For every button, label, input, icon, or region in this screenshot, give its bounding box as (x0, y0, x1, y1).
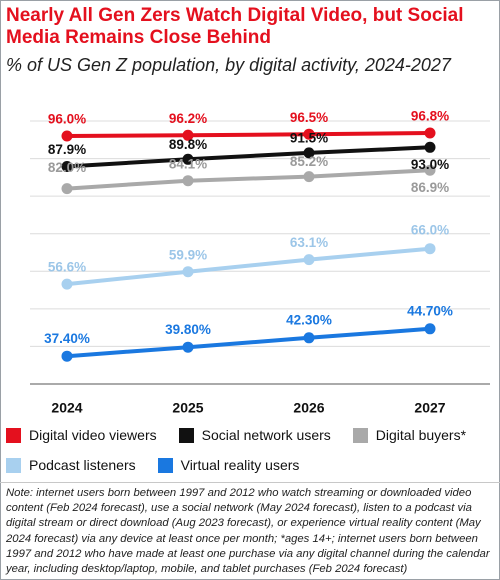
data-label-virtual-reality-users: 39.80% (165, 322, 211, 337)
legend-row-2: Podcast listeners Virtual reality users (6, 450, 496, 480)
data-point-digital-buyers (182, 175, 194, 187)
data-label-virtual-reality-users: 44.70% (407, 303, 453, 318)
legend-swatch-digital-buyers (352, 427, 368, 443)
data-point-social-network-users (424, 141, 436, 153)
data-point-virtual-reality-users (303, 332, 315, 344)
legend-swatch-social-network-users (178, 427, 194, 443)
data-label-podcast-listeners: 59.9% (169, 247, 207, 262)
data-point-podcast-listeners (424, 243, 436, 255)
data-point-virtual-reality-users (182, 341, 194, 353)
data-label-digital-video-viewers: 96.5% (290, 110, 328, 125)
data-label-podcast-listeners: 63.1% (290, 235, 328, 250)
series-lines (65, 131, 432, 359)
chart-note: Note: internet users born between 1997 a… (6, 487, 490, 576)
line-chart: 96.0% 96.2% 96.5% 96.8% 87.9% 89.8% 91.5% 93.0%… (30, 109, 490, 416)
series-line-social-network-users (65, 145, 432, 169)
data-label-podcast-listeners: 66.0% (411, 222, 449, 237)
data-label-digital-video-viewers: 96.0% (48, 112, 86, 127)
data-point-virtual-reality-users (424, 323, 436, 335)
data-point-digital-buyers (424, 164, 436, 176)
data-point-podcast-listeners (182, 266, 194, 278)
legend-swatch-virtual-reality-users (157, 457, 173, 473)
legend-label-digital-video-viewers: Digital video viewers (29, 427, 157, 443)
x-axis: 2024 2025 2026 2027 (51, 400, 445, 416)
data-label-digital-buyers: 82.0% (48, 160, 86, 175)
data-point-podcast-listeners (61, 278, 73, 290)
data-labels: 96.0% 96.2% 96.5% 96.8% 87.9% 89.8% 91.5% 93.0%… (44, 109, 453, 346)
data-label-virtual-reality-users: 42.30% (286, 312, 332, 327)
legend: Digital video viewers Social network use… (6, 420, 496, 480)
x-tick-label: 2025 (172, 400, 203, 416)
data-point-social-network-users (303, 147, 315, 159)
data-point-podcast-listeners (303, 254, 315, 266)
legend-label-social-network-users: Social network users (201, 427, 331, 443)
data-point-social-network-users (61, 161, 73, 172)
data-point-digital-video-viewers (182, 129, 194, 141)
x-tick-label: 2027 (414, 400, 445, 416)
series-line-digital-buyers (65, 168, 432, 191)
data-label-digital-video-viewers: 96.2% (169, 111, 207, 126)
grid (30, 120, 490, 385)
data-label-social-network-users: 87.9% (48, 142, 86, 157)
legend-row-1: Digital video viewers Social network use… (6, 420, 496, 450)
legend-item-social-network-users: Social network users (178, 427, 331, 443)
legend-item-digital-video-viewers: Digital video viewers (6, 427, 157, 443)
data-label-social-network-users: 89.8% (169, 137, 207, 152)
series-line-podcast-listeners (65, 246, 432, 287)
data-point-digital-video-viewers (424, 127, 436, 139)
data-label-podcast-listeners: 56.6% (48, 260, 86, 275)
data-label-digital-buyers: 84.1% (169, 156, 207, 171)
x-tick-label: 2024 (51, 400, 82, 416)
chart-subtitle: % of US Gen Z population, by digital act… (6, 55, 451, 75)
note-divider (0, 482, 500, 483)
data-point-social-network-users (182, 153, 194, 165)
legend-label-podcast-listeners: Podcast listeners (29, 457, 136, 473)
data-point-digital-video-viewers (61, 130, 73, 142)
data-point-digital-buyers (303, 171, 315, 183)
legend-label-virtual-reality-users: Virtual reality users (180, 457, 300, 473)
data-label-digital-buyers: 85.2% (290, 154, 328, 169)
legend-swatch-podcast-listeners (6, 457, 21, 473)
legend-item-digital-buyers: Digital buyers* (352, 427, 467, 443)
x-tick-label: 2026 (293, 400, 324, 416)
data-point-virtual-reality-users (61, 350, 73, 362)
data-label-virtual-reality-users: 37.40% (44, 331, 90, 346)
data-point-digital-buyers (61, 183, 73, 195)
data-label-digital-video-viewers: 96.8% (411, 109, 449, 124)
legend-label-digital-buyers: Digital buyers* (375, 427, 467, 443)
data-label-social-network-users: 91.5% (290, 130, 328, 145)
legend-swatch-digital-video-viewers (6, 427, 21, 443)
series-line-virtual-reality-users (65, 326, 432, 359)
legend-item-podcast-listeners: Podcast listeners (6, 457, 136, 473)
legend-item-virtual-reality-users: Virtual reality users (157, 457, 300, 473)
data-point-digital-video-viewers (303, 128, 315, 140)
data-label-digital-buyers: 86.9% (411, 180, 449, 195)
data-label-social-network-users: 93.0% (411, 157, 449, 172)
series-points (61, 127, 436, 362)
chart-title: Nearly All Gen Zers Watch Digital Video,… (6, 5, 464, 48)
series-line-digital-video-viewers (65, 131, 432, 138)
